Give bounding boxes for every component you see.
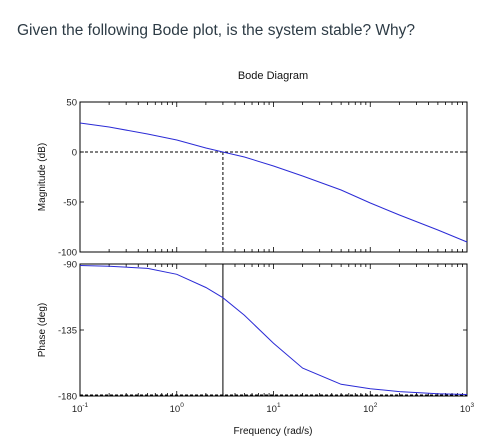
magnitude-axes-box <box>79 101 468 253</box>
phase-ticks: -90 -135 -180 <box>58 260 468 403</box>
phase-line <box>79 265 468 395</box>
magnitude-tick-label: -100 <box>58 248 77 259</box>
phase-axes-box <box>79 263 468 397</box>
magnitude-panel: 50 0 -50 -100 Magnitude (dB) <box>37 98 468 259</box>
frequency-axis-label: Frequency (rad/s) <box>234 426 313 437</box>
frequency-tick-label: 100 <box>170 402 185 415</box>
frequency-tick-label: 101 <box>266 402 281 415</box>
phase-reference <box>80 264 467 396</box>
frequency-tick-label: 103 <box>460 402 475 415</box>
chart-title: Bode Diagram <box>238 70 308 82</box>
magnitude-axis-label: Magnitude (dB) <box>37 143 48 211</box>
phase-panel: -90 -135 -180 Phase (deg) <box>37 260 468 403</box>
phase-axis-label: Phase (deg) <box>37 303 48 357</box>
magnitude-ticks: 50 0 -50 -100 <box>58 98 468 259</box>
magnitude-reference <box>80 151 467 252</box>
magnitude-line <box>79 122 468 243</box>
magnitude-tick-label: 50 <box>66 98 77 109</box>
phase-tick-label: -180 <box>58 392 77 403</box>
frequency-tick-label: 10-1 <box>72 402 89 415</box>
frequency-tick-labels: 10-1 100 101 102 103 <box>72 402 475 415</box>
magnitude-tick-label: -50 <box>63 198 77 209</box>
magnitude-tick-label: 0 <box>72 148 77 159</box>
phase-tick-label: -135 <box>58 326 77 337</box>
question-text: Given the following Bode plot, is the sy… <box>17 22 416 39</box>
phase-tick-label: -90 <box>63 260 77 271</box>
frequency-tick-label: 102 <box>363 402 378 415</box>
